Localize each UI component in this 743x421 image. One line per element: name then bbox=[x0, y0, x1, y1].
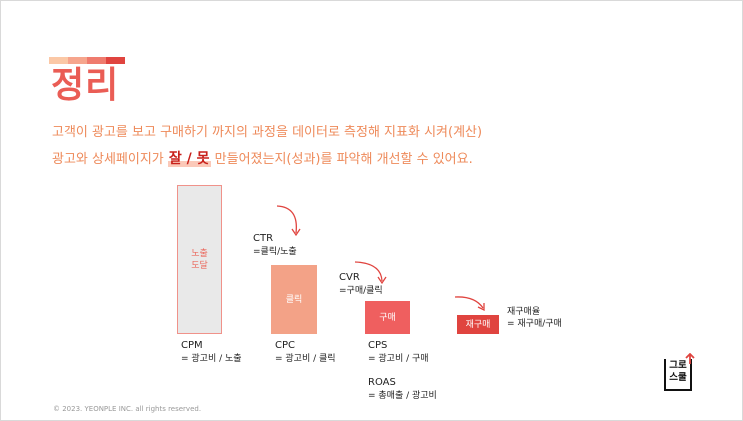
ctr-label: CTR =클릭/노출 bbox=[253, 233, 297, 258]
copyright-footer: © 2023. YEONPLE INC. all rights reserved… bbox=[53, 405, 202, 413]
cpm-name: CPM bbox=[181, 340, 203, 351]
repurchase-arrow-icon bbox=[454, 296, 485, 312]
click-box-label: 클릭 bbox=[285, 294, 303, 305]
description-line-2: 광고와 상세페이지가 잘 / 못 만들어졌는지(성과)를 파악해 개선할 수 있… bbox=[52, 150, 473, 169]
title-stripe-2 bbox=[68, 57, 87, 64]
purchase-box: 구매 bbox=[365, 301, 410, 334]
ctr-formula: =클릭/노출 bbox=[253, 247, 297, 257]
page-title: 정리 bbox=[51, 65, 120, 106]
cvr-formula: =구매/클릭 bbox=[339, 286, 383, 296]
repurchase-rate-name: 재구매율 bbox=[507, 307, 541, 317]
logo-line-2: 스쿨 bbox=[669, 372, 687, 383]
cps-name: CPS bbox=[368, 340, 388, 351]
title-stripe-1 bbox=[49, 57, 68, 64]
roas-formula: = 총매출 / 광고비 bbox=[368, 391, 437, 401]
click-box: 클릭 bbox=[271, 265, 317, 334]
cpc-formula: = 광고비 / 클릭 bbox=[275, 354, 336, 364]
logo-arrow-icon bbox=[685, 353, 695, 364]
title-stripe-4 bbox=[106, 57, 125, 64]
repurchase-rate-formula: = 재구매/구매 bbox=[507, 319, 562, 329]
groschool-logo: 그로 스쿨 bbox=[664, 353, 695, 391]
repurchase-box: 재구매 bbox=[457, 315, 499, 334]
title-stripe-3 bbox=[87, 57, 106, 64]
roas-label: ROAS = 총매출 / 광고비 bbox=[368, 377, 437, 402]
description-line-2-start: 광고와 상세페이지가 bbox=[52, 152, 168, 167]
cpc-name: CPC bbox=[275, 340, 295, 351]
repurchase-rate-label: 재구매율 = 재구매/구매 bbox=[507, 306, 562, 330]
cvr-name: CVR bbox=[339, 272, 360, 283]
ctr-arrow-icon bbox=[276, 205, 301, 237]
cvr-arrow-icon bbox=[354, 261, 387, 285]
cpm-formula: = 광고비 / 노출 bbox=[181, 354, 242, 364]
purchase-box-label: 구매 bbox=[379, 312, 396, 323]
cps-formula: = 광고비 / 구매 bbox=[368, 354, 429, 364]
highlight-good-bad: 잘 / 못 bbox=[167, 151, 211, 167]
cpm-label: CPM = 광고비 / 노출 bbox=[181, 340, 242, 365]
roas-name: ROAS bbox=[368, 377, 396, 388]
logo-line-1: 그로 bbox=[669, 360, 687, 371]
exposure-box: 노출 도달 bbox=[177, 185, 222, 334]
ctr-name: CTR bbox=[253, 233, 274, 244]
repurchase-box-label: 재구매 bbox=[465, 319, 491, 330]
exposure-box-label: 노출 bbox=[191, 248, 208, 259]
cpc-label: CPC = 광고비 / 클릭 bbox=[275, 340, 336, 365]
cvr-label: CVR =구매/클릭 bbox=[339, 272, 383, 297]
description-line-2-end: 만들어졌는지(성과)를 파악해 개선할 수 있어요. bbox=[210, 152, 473, 167]
description-line-1: 고객이 광고를 보고 구매하기 까지의 과정을 데이터로 측정해 지표화 시켜(… bbox=[52, 125, 483, 140]
reach-box-label: 도달 bbox=[191, 260, 208, 271]
cps-label: CPS = 광고비 / 구매 bbox=[368, 340, 429, 365]
